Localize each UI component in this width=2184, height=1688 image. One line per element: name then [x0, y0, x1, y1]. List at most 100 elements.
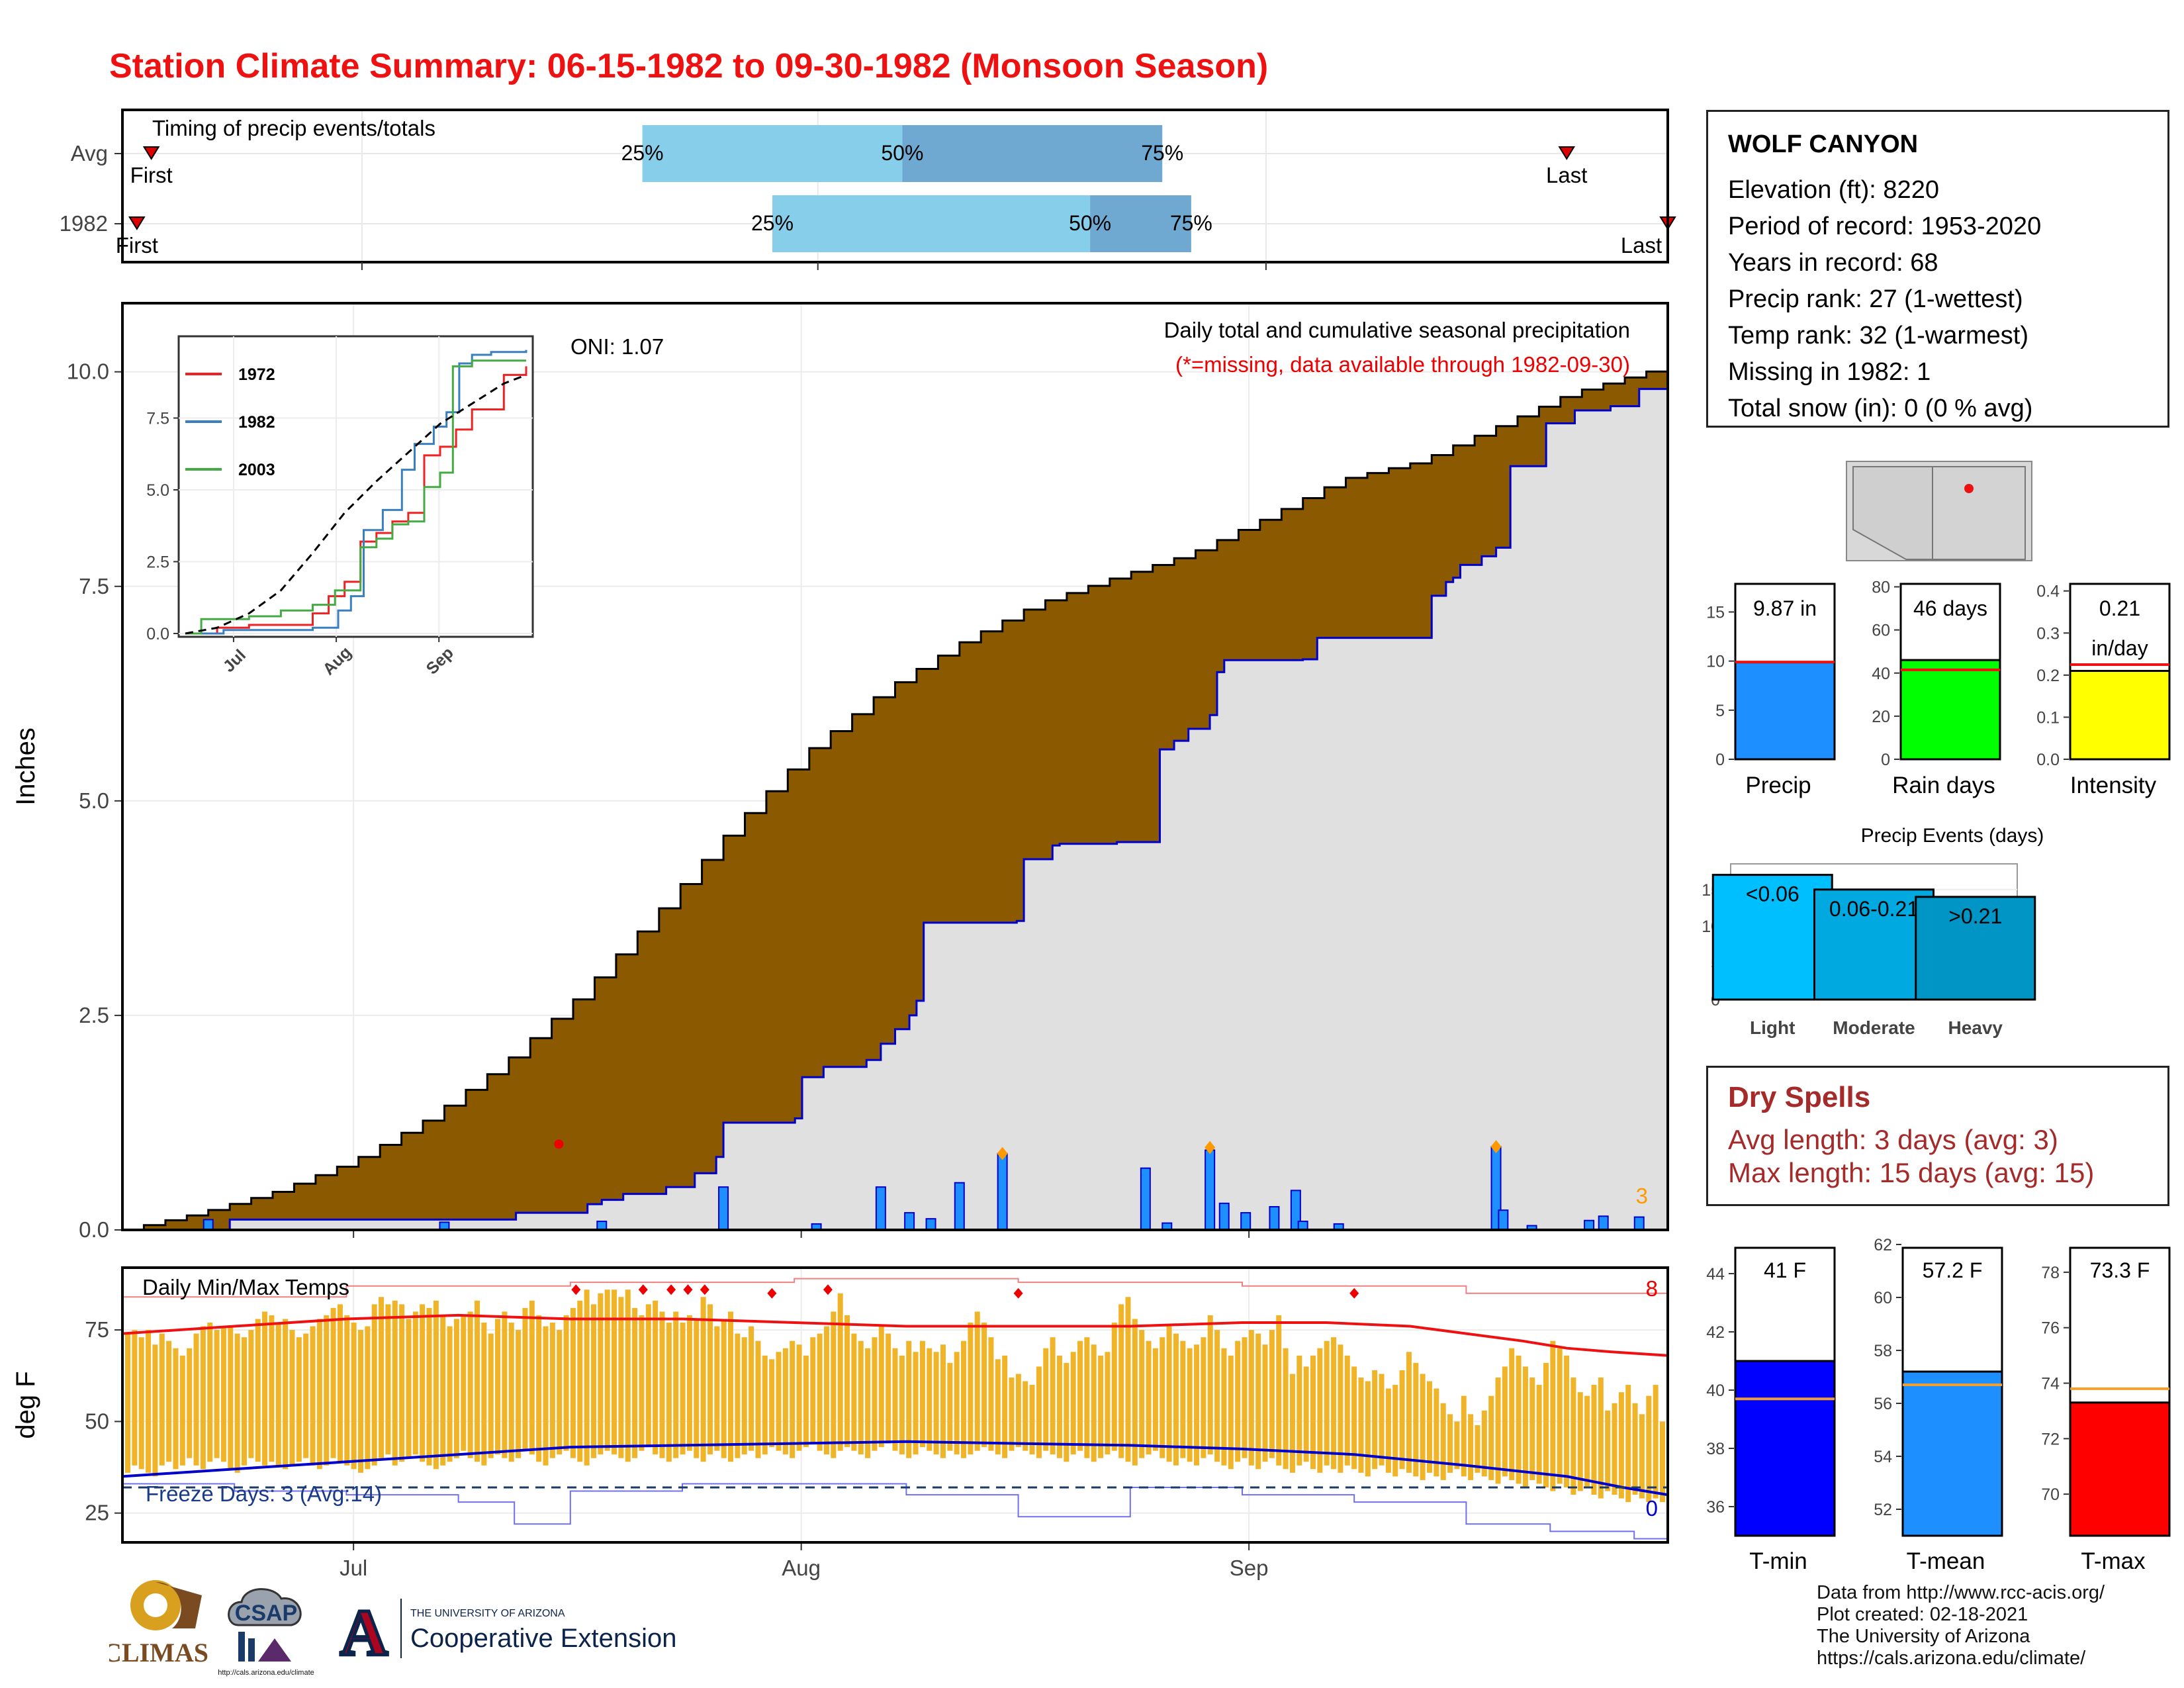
temps-daily-bar	[1488, 1395, 1494, 1480]
temps-daily-bar	[1427, 1381, 1433, 1473]
station-period: Period of record: 1953-2020	[1728, 212, 2042, 240]
temps-daily-bar	[604, 1289, 610, 1451]
temps-daily-bar	[337, 1304, 343, 1462]
temps-daily-bar	[1440, 1403, 1446, 1480]
temp-totals-y-tick-label: 38	[1706, 1440, 1725, 1458]
temps-daily-bar	[529, 1300, 535, 1455]
temps-daily-bar	[755, 1340, 761, 1458]
temps-avg-max-line	[122, 1313, 1668, 1357]
temps-daily-bar	[1557, 1348, 1563, 1484]
temps-count-hot: 8	[1646, 1276, 1658, 1301]
temps-daily-bar	[543, 1326, 549, 1466]
precip-max-marker	[997, 1147, 1008, 1160]
timing-q50-label: 50%	[1069, 211, 1111, 235]
temps-daily-bar	[1242, 1337, 1248, 1458]
temps-daily-bar	[344, 1315, 350, 1466]
temps-daily-bar	[1639, 1414, 1645, 1499]
timing-quartile-50-75	[902, 125, 1163, 182]
temps-count-cold: 0	[1646, 1496, 1658, 1521]
timing-first-label: First	[130, 163, 173, 187]
temps-daily-bar	[645, 1304, 651, 1448]
temp-totals-value-label: 57.2 F	[1923, 1258, 1983, 1282]
temps-daily-bar	[639, 1315, 645, 1451]
temps-daily-bar	[823, 1326, 829, 1455]
temp-totals-y-tick-label: 42	[1706, 1323, 1725, 1342]
temp-totals-panel-label: T-max	[2081, 1548, 2146, 1574]
station-missing: Missing in 1982: 1	[1728, 358, 1931, 386]
temp-totals-y-tick-label: 56	[1874, 1395, 1892, 1413]
precip-daily-bar	[904, 1212, 915, 1231]
temps-daily-bar	[173, 1348, 179, 1470]
temps-daily-bar	[502, 1311, 508, 1458]
temps-daily-bar	[1187, 1348, 1193, 1462]
temps-y-tick-label: 25	[85, 1501, 109, 1525]
temps-daily-bar	[954, 1352, 960, 1455]
temps-daily-bar	[275, 1323, 281, 1466]
temps-daily-bar	[913, 1352, 919, 1455]
totals-bar-rain-days	[1899, 659, 2001, 761]
temp-totals-y-tick-label: 72	[2041, 1430, 2060, 1448]
temps-daily-bar	[700, 1297, 706, 1462]
temps-daily-bar	[1317, 1348, 1323, 1473]
temps-daily-bar	[817, 1333, 823, 1451]
precip-1982-line	[122, 383, 1669, 1231]
temps-daily-bar	[1468, 1414, 1474, 1480]
temps-daily-bar	[1098, 1355, 1104, 1458]
temps-daily-bar	[495, 1319, 501, 1455]
events-bar-moderate	[1813, 888, 1934, 1001]
temps-daily-bar	[228, 1326, 234, 1470]
temps-daily-bar	[1269, 1330, 1275, 1458]
temps-daily-bar	[1564, 1355, 1570, 1487]
temps-daily-bar	[1529, 1378, 1535, 1480]
temps-daily-bar	[1632, 1403, 1638, 1495]
temp-totals-y-tick-label: 78	[2041, 1264, 2060, 1282]
inset-series-1972	[185, 366, 527, 635]
temps-daily-bar	[481, 1323, 487, 1466]
temps-daily-bar	[1036, 1366, 1042, 1458]
temps-daily-bar	[1454, 1421, 1460, 1470]
temps-daily-bar	[803, 1355, 809, 1448]
temps-daily-bar	[125, 1333, 130, 1473]
timing-quartile-25-50	[772, 195, 1091, 252]
timing-row-label: Avg	[71, 141, 108, 165]
temp-totals-y-tick-label: 52	[1874, 1501, 1892, 1519]
temps-daily-bar	[1461, 1395, 1467, 1477]
temp-totals-value-box	[2069, 1246, 2171, 1404]
temps-daily-bar	[474, 1300, 480, 1462]
csap-wordmark: CSAP	[235, 1601, 297, 1626]
temps-daily-bar	[1618, 1392, 1624, 1499]
temps-daily-bar	[886, 1333, 891, 1444]
dry-spells-max: Max length: 15 days (avg: 15)	[1728, 1157, 2095, 1188]
map-new-mexico	[1932, 466, 2026, 560]
precip-daily-bar	[1140, 1167, 1151, 1231]
temp-totals-panel-label: T-mean	[1907, 1548, 1985, 1574]
climas-wordmark: CLIMAS	[109, 1638, 208, 1667]
temps-daily-bar	[1111, 1323, 1117, 1451]
events-panel: 051015<0.06Light0.06-0.21Moderate>0.21He…	[1702, 825, 2044, 1038]
temps-daily-bar	[919, 1340, 925, 1448]
credit-url: https://cals.arizona.edu/climate/	[1817, 1648, 2086, 1669]
timing-first-marker	[128, 216, 146, 230]
totals-y-tick-label: 0.4	[2036, 583, 2060, 601]
temps-daily-bar	[625, 1289, 631, 1462]
temps-daily-bar	[680, 1323, 686, 1455]
dry-spells-avg: Avg length: 3 days (avg: 3)	[1728, 1124, 2058, 1155]
precip-daily-bar	[718, 1186, 729, 1231]
precip-daily-bar	[875, 1186, 886, 1231]
temps-daily-bar	[1303, 1366, 1309, 1462]
ua-small-text: THE UNIVERSITY OF ARIZONA	[410, 1608, 565, 1619]
temps-daily-bar	[878, 1326, 884, 1448]
totals-value-box	[2069, 583, 2171, 672]
temp-totals-y-tick-label: 36	[1706, 1498, 1725, 1517]
timing-q75-label: 75%	[1170, 211, 1212, 235]
temps-daily-bar	[214, 1330, 220, 1458]
temps-daily-bar	[598, 1293, 604, 1455]
events-title: Precip Events (days)	[1861, 825, 2044, 847]
temps-hot-marker	[700, 1284, 709, 1295]
precip-daily-bar	[1498, 1209, 1509, 1231]
temps-daily-bar	[988, 1337, 994, 1451]
temps-hot-marker	[683, 1284, 693, 1295]
temps-hot-marker	[823, 1284, 833, 1295]
temps-daily-bar	[776, 1352, 782, 1451]
precip-daily-bar	[1269, 1206, 1280, 1231]
